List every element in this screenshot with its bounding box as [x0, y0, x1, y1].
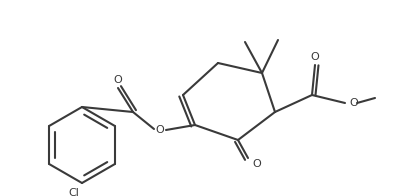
Text: Cl: Cl — [69, 188, 79, 196]
Text: O: O — [349, 98, 358, 108]
Text: O: O — [310, 52, 319, 62]
Text: O: O — [114, 75, 122, 85]
Text: O: O — [156, 125, 164, 135]
Text: O: O — [252, 159, 261, 169]
